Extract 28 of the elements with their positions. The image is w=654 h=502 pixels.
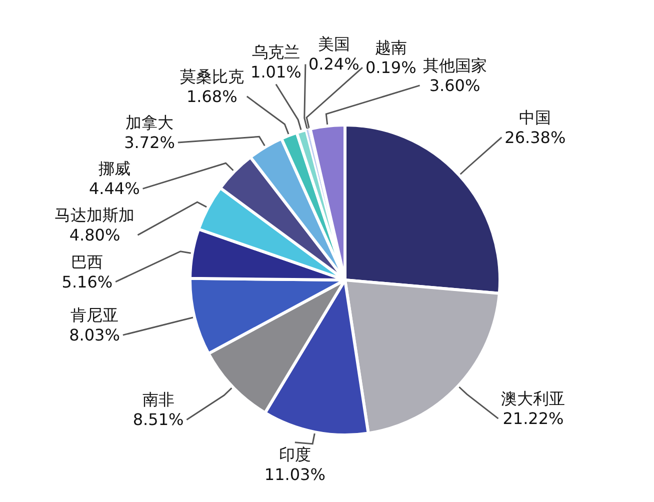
slice-label: 南非 [142,390,174,410]
data-label: 1.68% [186,86,238,106]
data-label: 26.38% [504,128,566,147]
data-label: 11.03% [264,464,326,484]
slice-label: 莫桑比克 [180,66,244,86]
slice-label: 中国 [519,108,552,127]
slice-label: 乌克兰 [252,42,300,62]
slice-label: 越南 [374,38,407,58]
data-label: 0.24% [308,54,360,74]
data-label: 1.01% [250,62,302,82]
slice-label: 其他国家 [422,56,487,75]
data-label: 5.16% [62,272,113,292]
slice-label: 巴西 [71,252,104,272]
data-label: 8.03% [69,326,120,345]
slice-label: 印度 [278,444,311,464]
slice-label: 马达加斯加 [54,206,135,225]
slice-label: 美国 [318,34,350,54]
data-label: 0.19% [365,58,416,78]
slice-label: 加拿大 [126,112,174,132]
slice-label: 肯尼亚 [70,306,119,325]
data-label: 3.72% [124,132,175,152]
data-label: 4.80% [69,226,120,245]
data-label: 21.22% [502,409,564,428]
data-label: 8.51% [132,410,184,430]
data-label: 4.44% [88,179,140,198]
slice-label: 澳大利亚 [501,389,566,408]
data-label: 3.60% [429,76,480,95]
slice-label: 挪威 [98,159,130,178]
